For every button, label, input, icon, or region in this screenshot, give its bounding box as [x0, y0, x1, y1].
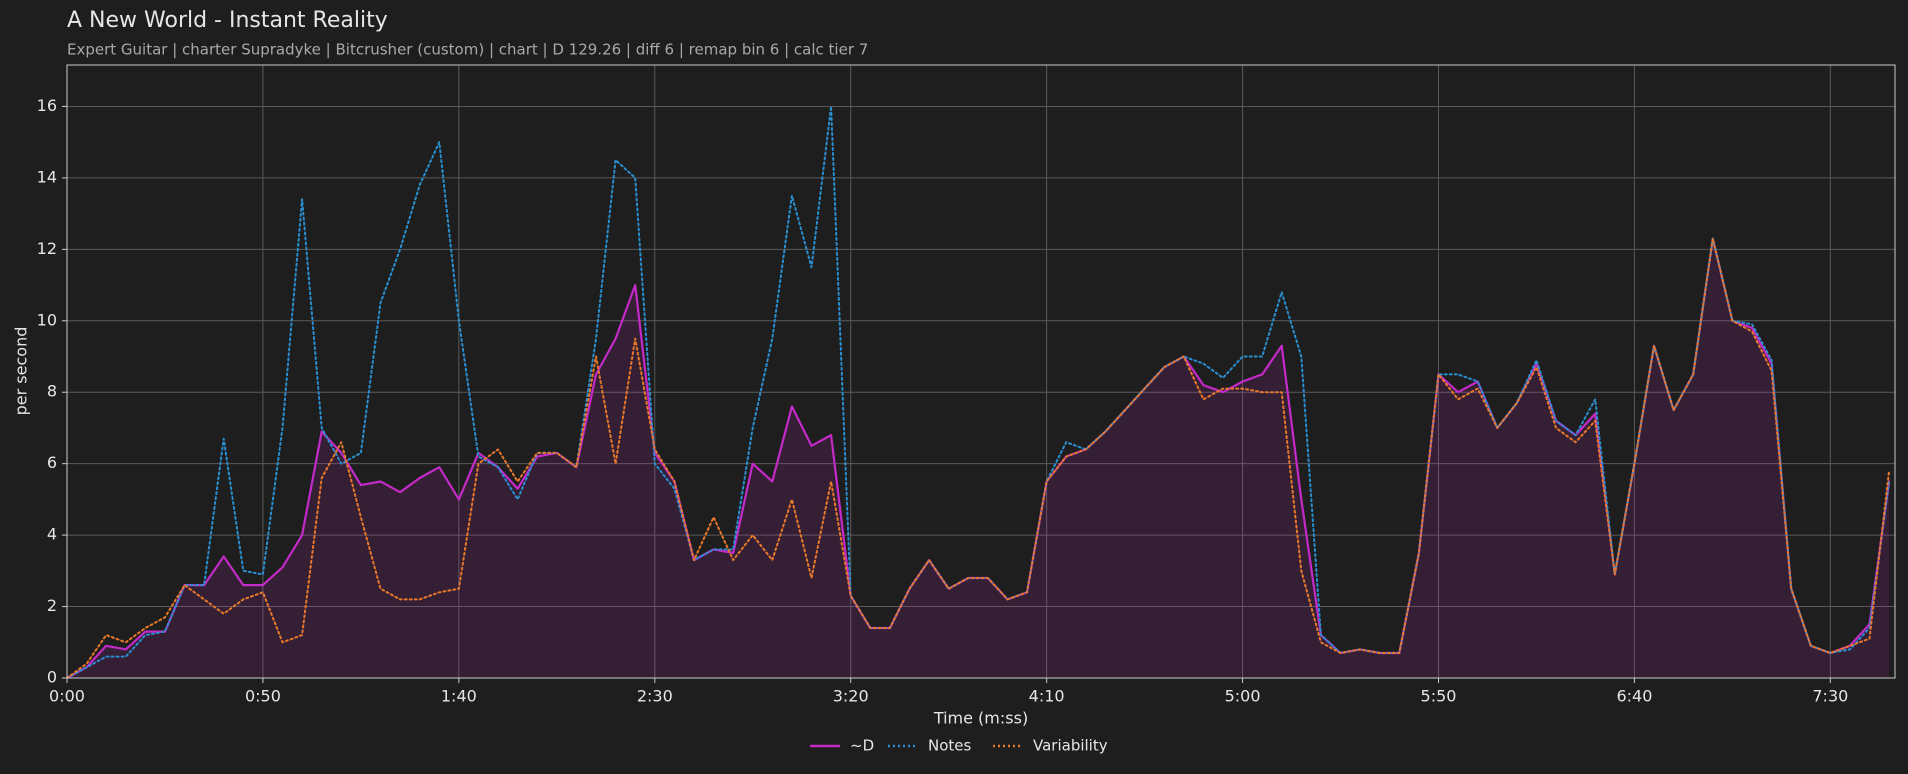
- y-tick-label: 10: [37, 310, 57, 329]
- x-tick-label: 7:30: [1812, 687, 1848, 706]
- x-tick-label: 3:20: [833, 687, 869, 706]
- plot-frame: [66, 64, 1896, 679]
- y-tick-label: 0: [47, 668, 57, 687]
- y-tick-label: 14: [37, 167, 57, 186]
- legend-label: Notes: [928, 737, 972, 755]
- legend-label: ~D: [850, 737, 874, 755]
- x-tick-label: 4:10: [1029, 687, 1065, 706]
- y-tick-label: 6: [47, 453, 57, 472]
- x-tick-label: 1:40: [441, 687, 477, 706]
- x-tick-label: 6:40: [1616, 687, 1652, 706]
- y-tick-label: 12: [37, 239, 57, 258]
- x-tick-label: 5:50: [1421, 687, 1457, 706]
- x-tick-label: 2:30: [637, 687, 673, 706]
- x-tick-label: 0:50: [245, 687, 281, 706]
- line: [66, 237, 1891, 679]
- x-axis-label: Time (m:ss): [933, 709, 1028, 728]
- area: [67, 238, 1890, 678]
- y-tick-label: 4: [47, 525, 57, 544]
- x-tick-label: 5:00: [1225, 687, 1261, 706]
- y-tick-label: 8: [47, 382, 57, 401]
- chart-subtitle: Expert Guitar | charter Supradyke | Bitc…: [67, 41, 868, 59]
- y-tick-label: 16: [37, 96, 57, 115]
- legend-label: Variability: [1033, 737, 1108, 755]
- y-tick-label: 2: [47, 596, 57, 615]
- chart-title: A New World - Instant Reality: [67, 8, 388, 33]
- x-tick-label: 0:00: [49, 687, 85, 706]
- y-axis-label: per second: [12, 327, 31, 416]
